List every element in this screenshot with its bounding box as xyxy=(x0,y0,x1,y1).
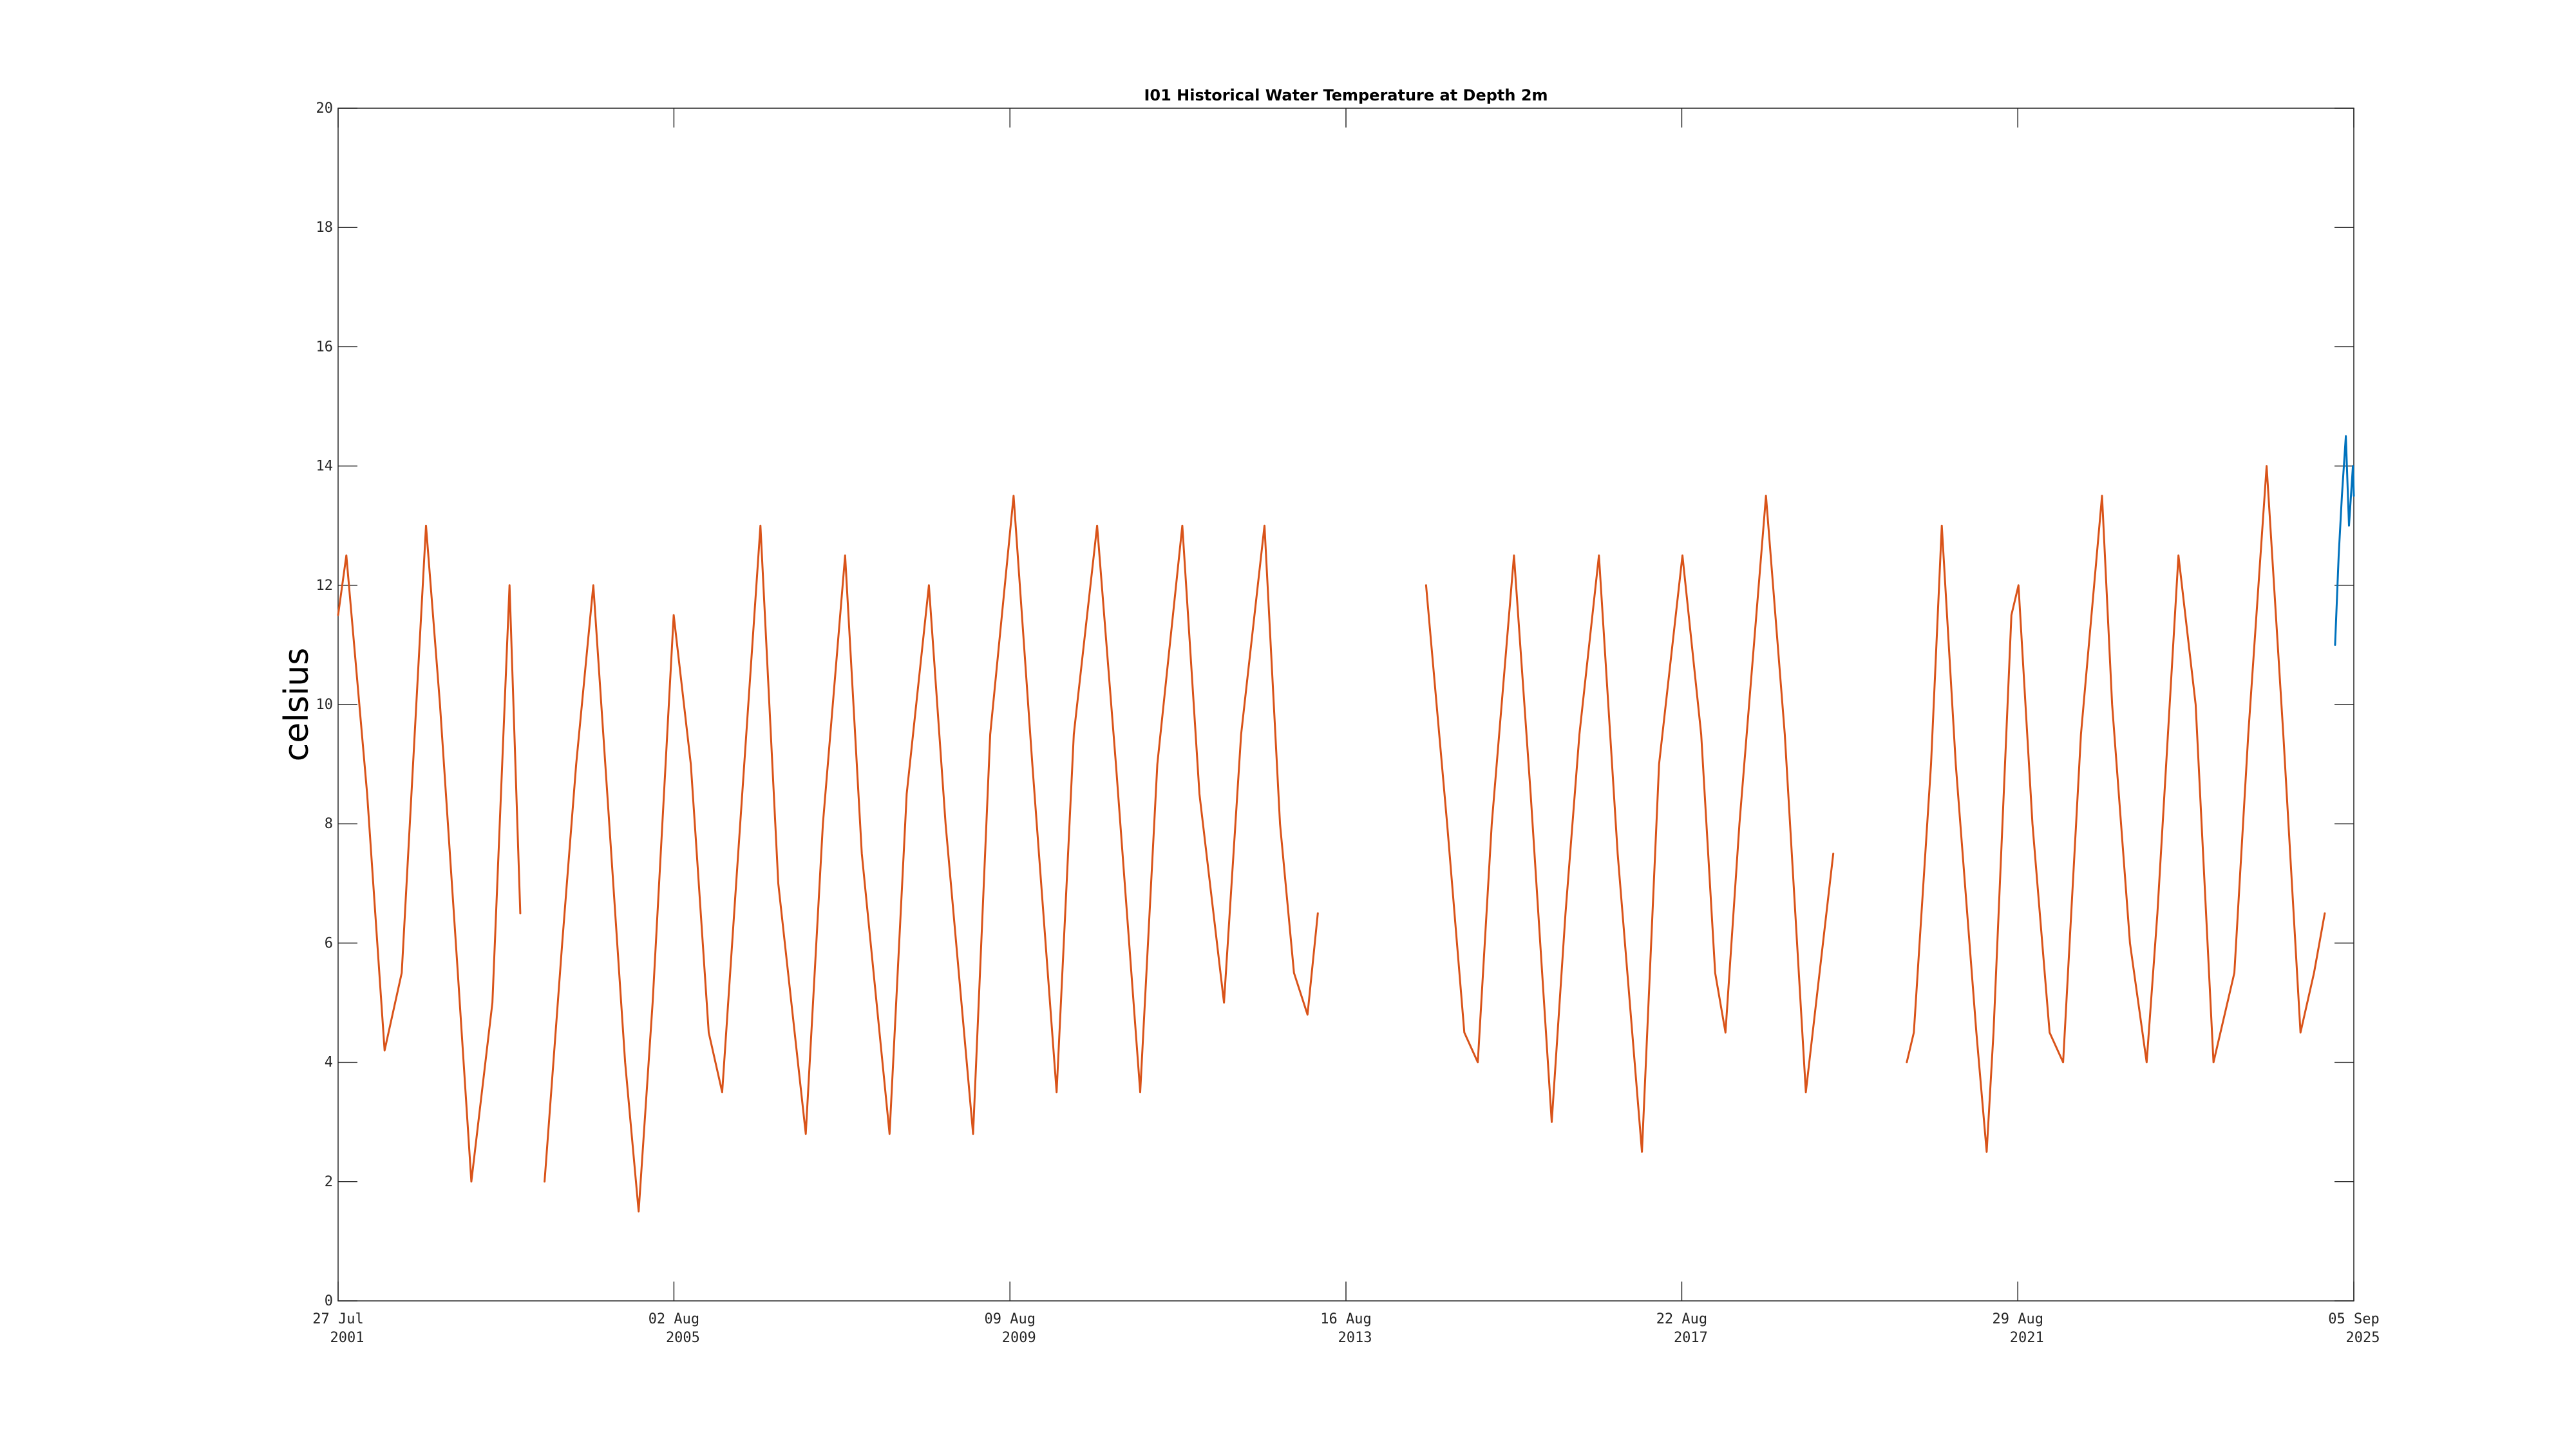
x-tick-label-date: 22 Aug xyxy=(1656,1311,1707,1327)
y-tick-label: 12 xyxy=(316,578,334,594)
y-tick-label: 14 xyxy=(316,459,334,475)
y-tick-label: 8 xyxy=(325,816,333,832)
y-tick-label: 6 xyxy=(325,935,333,951)
x-tick-label-year: 2009 xyxy=(1002,1330,1036,1346)
x-axis: 27 Jul 2001 02 Aug 2005 09 Aug 2009 16 Aug 2013… xyxy=(312,108,2380,1346)
x-tick-label-date: 27 Jul xyxy=(312,1311,363,1327)
y-tick-label: 2 xyxy=(325,1174,333,1190)
x-tick-label-date: 09 Aug xyxy=(984,1311,1035,1327)
series-historical-segment-1 xyxy=(544,495,1319,1213)
x-tick-label-date: 02 Aug xyxy=(649,1311,699,1327)
y-tick-label: 18 xyxy=(316,220,334,236)
series-historical-segment-2 xyxy=(1425,495,1835,1153)
x-tick-label-year: 2001 xyxy=(330,1330,365,1346)
x-tick-label-date: 16 Aug xyxy=(1320,1311,1371,1327)
y-tick-label: 16 xyxy=(316,339,334,355)
y-tick-label: 10 xyxy=(316,697,334,713)
series-historical-segment-0 xyxy=(337,524,522,1183)
series-historical-segment-3 xyxy=(1906,465,2326,1153)
series-recent-segment-0 xyxy=(2334,435,2355,646)
x-tick-label-date: 29 Aug xyxy=(1992,1311,2043,1327)
x-tick-label-year: 2013 xyxy=(1338,1330,1372,1346)
chart-title: I01 Historical Water Temperature at Dept… xyxy=(1144,86,1548,104)
x-tick-label-date: 05 Sep xyxy=(2328,1311,2379,1327)
y-axis: 0 2 4 6 8 10 12 14 16 18 20 xyxy=(316,100,2354,1309)
x-tick-label-year: 2021 xyxy=(2010,1330,2044,1346)
y-axis-label: celsius xyxy=(278,648,316,762)
y-tick-label: 0 xyxy=(325,1293,333,1309)
x-tick-label-year: 2025 xyxy=(2346,1330,2380,1346)
x-tick-label-year: 2017 xyxy=(1674,1330,1708,1346)
x-tick-label-year: 2005 xyxy=(666,1330,700,1346)
series-layer xyxy=(337,435,2355,1213)
y-tick-label: 20 xyxy=(316,100,334,117)
plot-frame xyxy=(337,108,2354,1302)
y-tick-label: 4 xyxy=(325,1055,333,1071)
plot-area xyxy=(337,108,2354,1302)
